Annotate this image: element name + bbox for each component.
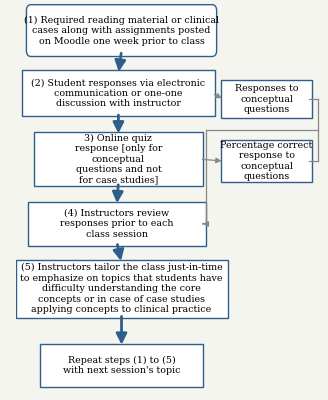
Text: Responses to
conceptual
questions: Responses to conceptual questions: [235, 84, 298, 114]
Text: (2) Student responses via electronic
communication or one-one
discussion with in: (2) Student responses via electronic com…: [31, 78, 205, 108]
FancyBboxPatch shape: [22, 70, 215, 116]
FancyBboxPatch shape: [28, 202, 206, 246]
FancyBboxPatch shape: [40, 344, 203, 387]
FancyBboxPatch shape: [221, 80, 312, 118]
Text: Percentage correct
response to
conceptual
questions: Percentage correct response to conceptua…: [220, 141, 313, 181]
Text: (1) Required reading material or clinical
cases along with assignments posted
on: (1) Required reading material or clinica…: [24, 16, 219, 46]
Text: (4) Instructors review
responses prior to each
class session: (4) Instructors review responses prior t…: [60, 209, 174, 239]
FancyBboxPatch shape: [221, 140, 312, 182]
Text: Repeat steps (1) to (5)
with next session's topic: Repeat steps (1) to (5) with next sessio…: [63, 356, 180, 375]
Text: 3) Online quiz
response [only for
conceptual
questions and not
for case studies]: 3) Online quiz response [only for concep…: [75, 134, 162, 184]
FancyBboxPatch shape: [15, 260, 228, 318]
FancyBboxPatch shape: [34, 132, 203, 186]
FancyBboxPatch shape: [27, 5, 216, 56]
Text: (5) Instructors tailor the class just-in-time
to emphasize on topics that studen: (5) Instructors tailor the class just-in…: [20, 263, 223, 314]
